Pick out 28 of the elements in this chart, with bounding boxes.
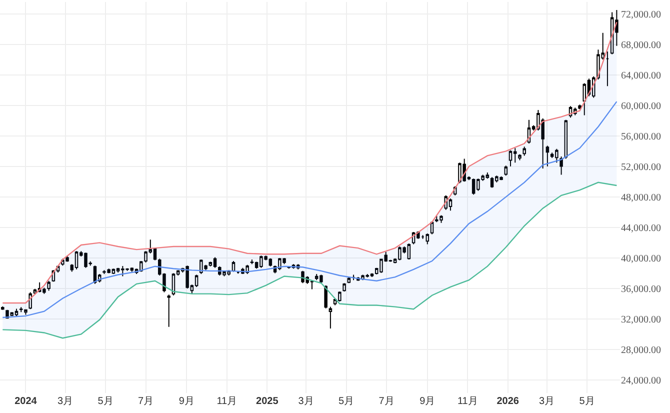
y-tick-label: 40,000.00 bbox=[621, 253, 661, 264]
y-tick-label: 56,000.00 bbox=[621, 131, 661, 142]
y-tick-label: 44,000.00 bbox=[621, 222, 661, 234]
x-tick-label: 11月 bbox=[216, 396, 238, 407]
y-tick-label: 36,000.00 bbox=[621, 284, 661, 295]
x-tick-label: 2025 bbox=[256, 396, 279, 407]
x-tick-label: 7月 bbox=[378, 396, 394, 407]
y-tick-label: 60,000.00 bbox=[621, 100, 661, 112]
x-tick-label: 3月 bbox=[539, 396, 555, 407]
x-tick-label: 9月 bbox=[178, 396, 194, 407]
y-tick-label: 28,000.00 bbox=[621, 345, 661, 356]
y-tick-label: 72,000.00 bbox=[621, 9, 661, 20]
x-tick-label: 9月 bbox=[420, 396, 436, 407]
x-tick-label: 3月 bbox=[58, 396, 74, 407]
y-tick-label: 64,000.00 bbox=[621, 70, 661, 82]
x-tick-label: 5月 bbox=[98, 396, 114, 407]
x-tick-label: 2024 bbox=[14, 396, 38, 407]
x-tick-label: 5月 bbox=[579, 396, 595, 407]
x-tick-label: 2026 bbox=[496, 396, 520, 407]
y-tick-label: 52,000.00 bbox=[621, 162, 661, 173]
x-tick-label: 3月 bbox=[298, 396, 314, 407]
y-tick-label: 24,000.00 bbox=[621, 376, 661, 387]
y-tick-label: 32,000.00 bbox=[621, 314, 661, 326]
x-tick-label: 5月 bbox=[338, 396, 354, 407]
x-tick-label: 7月 bbox=[138, 396, 154, 407]
y-tick-label: 68,000.00 bbox=[621, 40, 661, 51]
y-tick-label: 48,000.00 bbox=[621, 192, 661, 204]
x-tick-label: 11月 bbox=[457, 396, 478, 407]
